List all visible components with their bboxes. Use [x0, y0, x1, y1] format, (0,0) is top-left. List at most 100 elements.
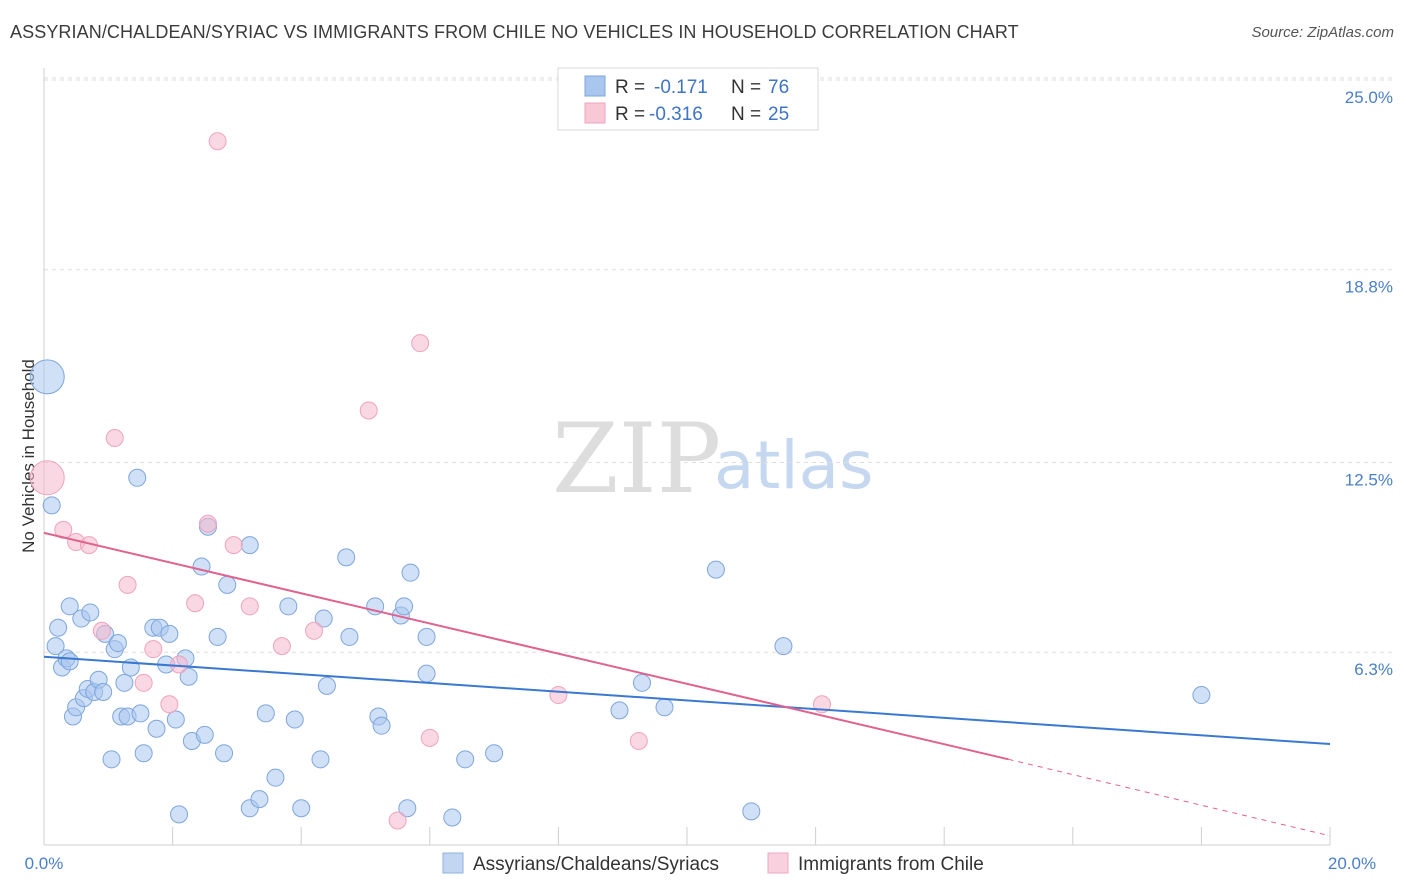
x-tick-label-min: 0.0% [25, 854, 64, 873]
scatter-point [102, 750, 121, 769]
scatter-point [285, 710, 304, 729]
scatter-point [388, 811, 407, 830]
scatter-point [443, 808, 462, 827]
y-tick-label: 6.3% [1354, 660, 1393, 679]
scatter-point [208, 132, 227, 151]
scatter-point [49, 618, 68, 637]
scatter-point [208, 627, 227, 646]
scatter-point [655, 698, 674, 717]
scatter-point [92, 621, 111, 640]
scatter-point [29, 460, 65, 496]
scatter-point [314, 609, 333, 628]
scatter-point [118, 575, 137, 594]
scatter-point [372, 716, 391, 735]
y-axis-title: No Vehicles in Household [19, 359, 38, 553]
scatter-point [60, 597, 79, 616]
scatter-point [337, 548, 356, 567]
chart-title: ASSYRIAN/CHALDEAN/SYRIAC VS IMMIGRANTS F… [10, 22, 1019, 42]
scatter-point [398, 799, 417, 818]
scatter-point [81, 603, 100, 622]
scatter-point [610, 701, 629, 720]
scatter-point [198, 514, 217, 533]
scatter-point [240, 597, 259, 616]
legend-r-label-1: R = [615, 77, 645, 98]
scatter-point [456, 750, 475, 769]
scatter-point [305, 621, 324, 640]
scatter-point [60, 652, 79, 671]
legend-r-label-2: R = [615, 104, 645, 125]
bottom-legend-swatch-blue [442, 852, 464, 874]
scatter-point [266, 768, 285, 787]
watermark-atlas: atlas [714, 427, 874, 504]
scatter-point [742, 802, 761, 821]
scatter-point [215, 744, 234, 763]
scatter-point [160, 695, 179, 714]
scatter-point [256, 704, 275, 723]
scatter-point [160, 624, 179, 643]
scatter-point [94, 683, 113, 701]
scatter-point [774, 637, 793, 656]
scatter-point [179, 667, 198, 686]
y-tick-label: 18.8% [1345, 278, 1393, 297]
legend-swatch-blue [584, 75, 606, 97]
scatter-point [105, 429, 124, 448]
bottom-legend-label-2: Immigrants from Chile [798, 854, 984, 875]
scatter-point [395, 597, 414, 616]
scatter-point [1192, 686, 1211, 705]
scatter-point [46, 637, 65, 656]
scatter-point [134, 673, 153, 692]
source-credit: Source: ZipAtlas.com [1251, 24, 1394, 41]
scatter-point [359, 401, 378, 420]
scatter-point [186, 594, 205, 613]
scatter-point [417, 664, 436, 683]
scatter-point [131, 704, 150, 723]
scatter-point [632, 673, 651, 692]
bottom-legend-swatch-pink [767, 852, 789, 874]
scatter-point [549, 686, 568, 705]
scatter-point [317, 676, 336, 695]
y-tick-label: 25.0% [1345, 88, 1393, 107]
scatter-point [340, 627, 359, 646]
y-tick-label: 12.5% [1345, 471, 1393, 490]
scatter-point [192, 557, 211, 576]
scatter-point [144, 640, 163, 659]
trend-line [43, 655, 1331, 746]
legend-n-value-1: 76 [768, 77, 789, 98]
scatter-point [279, 597, 298, 616]
legend-n-label-2: N = [731, 104, 761, 125]
scatter-point [629, 731, 648, 750]
scatter-point [240, 536, 259, 555]
trend-line [43, 531, 1009, 761]
trend-lines [43, 531, 1331, 837]
x-axis-ticks [172, 827, 1331, 845]
scatter-point [29, 359, 65, 395]
y-tick-labels: 6.3% 12.5% 18.8% 25.0% [1345, 88, 1393, 679]
scatter-point [147, 719, 166, 738]
scatter-point [170, 655, 189, 674]
scatter-point [401, 563, 420, 582]
scatter-point [706, 560, 725, 579]
scatter-point [108, 634, 127, 653]
x-tick-label-max: 20.0% [1328, 854, 1376, 873]
scatter-point [195, 725, 214, 744]
scatter-point [115, 673, 134, 692]
watermark-zip: ZIP [552, 403, 721, 515]
scatter-point [218, 575, 237, 594]
scatter-point [250, 790, 269, 809]
scatter-point [417, 627, 436, 646]
legend-swatch-pink [584, 102, 606, 124]
scatter-point [485, 744, 504, 763]
scatter-point [134, 744, 153, 763]
scatter-point [42, 496, 61, 515]
scatter-point [292, 799, 311, 818]
scatter-point [224, 536, 243, 555]
scatter-point [128, 468, 147, 487]
stats-legend: R = -0.171 N = 76 R = -0.316 N = 25 [557, 67, 819, 131]
scatter-point [420, 728, 439, 747]
legend-n-label-1: N = [731, 77, 761, 98]
scatter-point [166, 710, 185, 729]
series-chile-points [29, 132, 832, 830]
scatter-point [272, 637, 291, 656]
scatter-point [170, 805, 189, 824]
